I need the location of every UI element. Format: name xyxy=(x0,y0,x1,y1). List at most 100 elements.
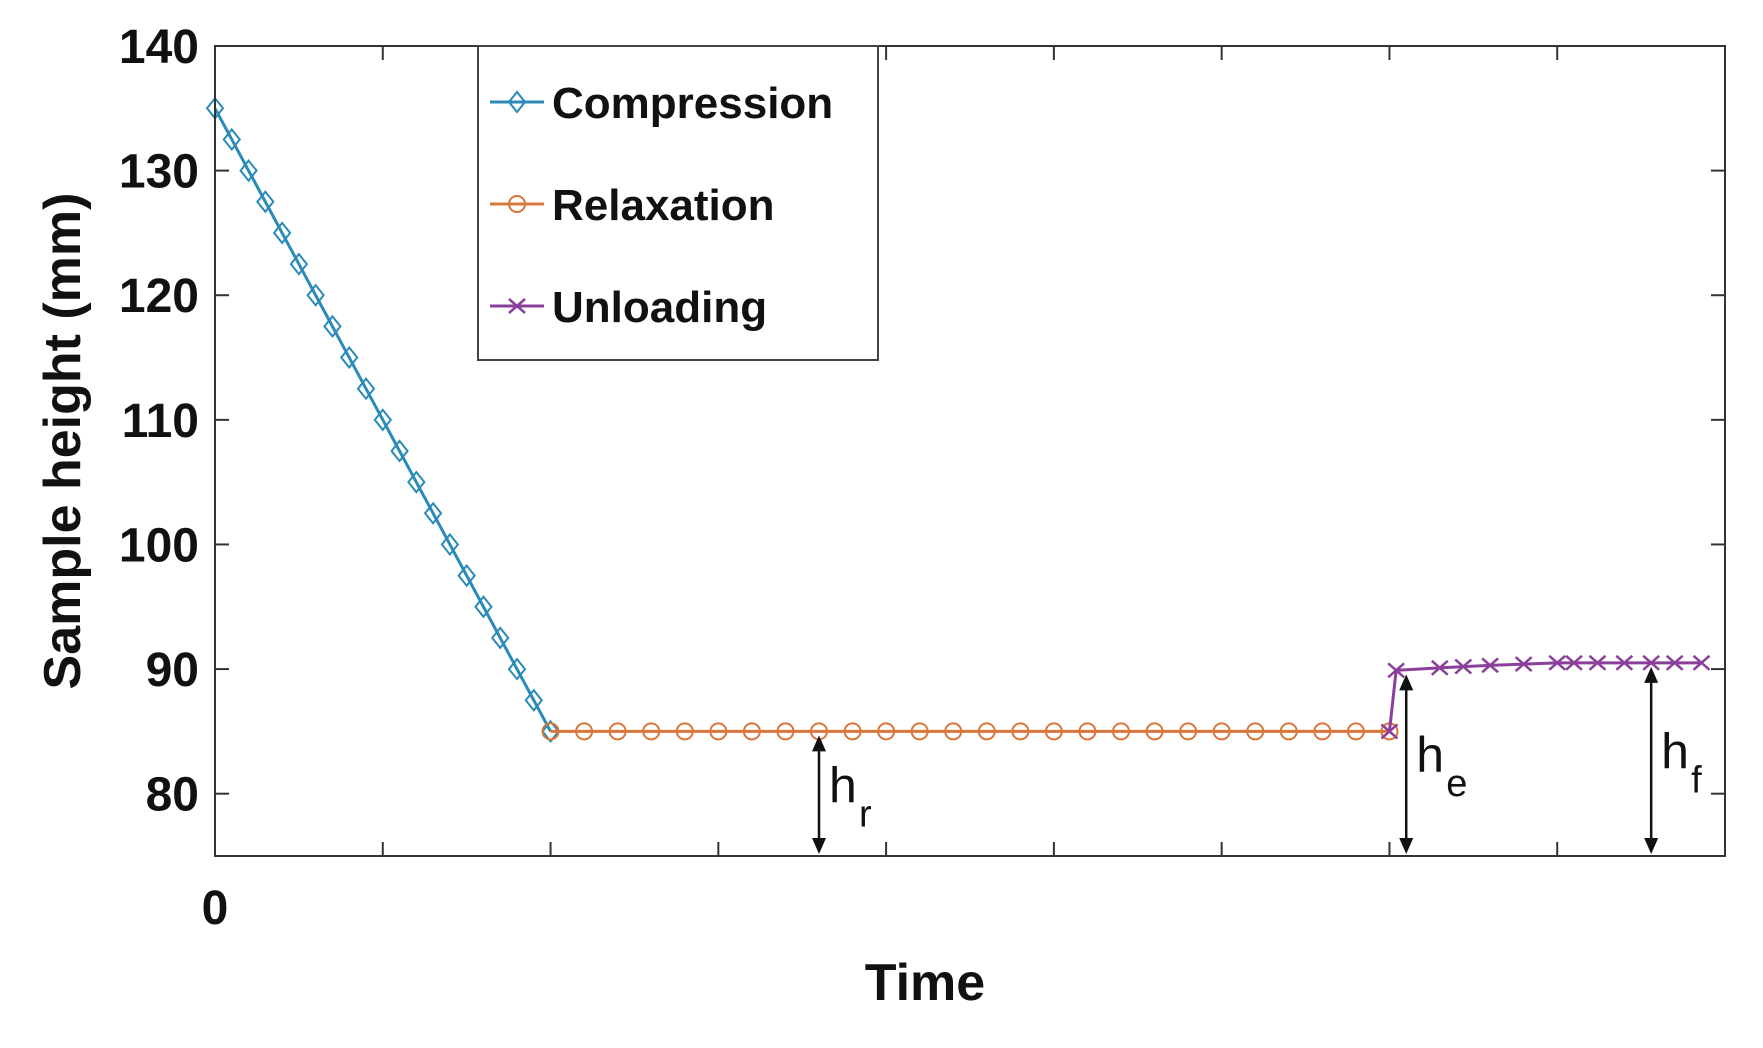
annotation-label: h xyxy=(1416,727,1444,783)
legend: Compression Relaxation Unloading xyxy=(477,45,879,361)
data-point xyxy=(575,722,594,741)
plot-frame xyxy=(214,45,1726,857)
data-point xyxy=(339,345,359,370)
circle-marker xyxy=(877,722,896,741)
series-line xyxy=(213,107,552,733)
diamond-marker xyxy=(390,439,409,463)
legend-entry-relaxation: Relaxation xyxy=(490,181,775,230)
data-point xyxy=(1179,722,1198,741)
data-point xyxy=(272,221,292,245)
diamond-marker xyxy=(507,657,527,681)
data-point xyxy=(457,564,476,588)
diamond-marker xyxy=(407,470,426,494)
diamond-marker xyxy=(256,190,275,214)
circle-marker xyxy=(843,722,862,741)
data-point xyxy=(944,722,963,741)
annotation-subscript: f xyxy=(1691,759,1702,801)
y-tick-label: 90 xyxy=(146,644,199,697)
circle-marker xyxy=(944,722,963,741)
data-point xyxy=(1692,654,1711,671)
y-tick-label: 100 xyxy=(119,519,199,572)
arrow-head-down xyxy=(812,838,826,854)
circle-marker xyxy=(1279,722,1298,741)
data-point xyxy=(440,532,460,557)
data-point xyxy=(289,252,309,276)
data-point xyxy=(1246,722,1265,741)
circle-marker xyxy=(1179,722,1198,741)
circle-marker xyxy=(508,195,526,213)
annotation-hr: hr xyxy=(812,735,872,854)
legend-label: Compression xyxy=(552,79,833,128)
data-point xyxy=(1454,658,1473,675)
data-point xyxy=(1642,654,1661,671)
diamond-marker xyxy=(289,252,309,276)
circle-marker xyxy=(1078,722,1097,741)
diamond-marker xyxy=(323,314,342,338)
data-point xyxy=(1665,654,1684,671)
circle-marker xyxy=(910,722,929,741)
arrow-head-up xyxy=(1644,666,1659,683)
data-point xyxy=(239,159,258,183)
annotation-label: h xyxy=(829,758,857,814)
y-tick-label: 130 xyxy=(119,146,199,199)
data-point xyxy=(1044,722,1063,741)
tick-layer xyxy=(214,45,1726,856)
data-point xyxy=(1212,722,1231,741)
series-unloading xyxy=(1380,654,1711,740)
annotation-subscript: e xyxy=(1446,763,1467,805)
legend-marker xyxy=(507,90,527,114)
annotation-he: he xyxy=(1399,674,1467,854)
annotation-hf: hf xyxy=(1644,666,1702,854)
data-point xyxy=(877,722,896,741)
x-marker-stroke xyxy=(1615,654,1634,671)
diamond-marker xyxy=(339,345,359,370)
legend-entry-compression: Compression xyxy=(490,79,833,128)
data-point xyxy=(474,595,493,619)
diamond-marker xyxy=(373,408,393,432)
circle-marker xyxy=(1145,722,1164,741)
x-marker-stroke xyxy=(1665,654,1684,671)
circle-marker xyxy=(608,722,627,741)
data-point xyxy=(423,501,443,525)
data-point xyxy=(709,722,728,741)
data-point xyxy=(306,283,325,307)
circle-marker xyxy=(709,722,728,741)
circle-marker xyxy=(977,722,996,741)
annotation-subscript: r xyxy=(859,794,872,836)
x-marker-stroke xyxy=(1565,654,1583,671)
diamond-marker xyxy=(423,501,443,525)
data-point xyxy=(356,377,376,401)
annotation-label: h xyxy=(1661,723,1689,779)
series-line xyxy=(1387,661,1702,732)
circle-marker xyxy=(776,722,795,741)
x-marker-stroke xyxy=(1387,662,1405,679)
y-tick-label: 120 xyxy=(119,270,199,323)
data-point xyxy=(1279,722,1298,741)
circle-marker xyxy=(1246,722,1265,741)
y-tick-label: 110 xyxy=(122,395,199,448)
data-point xyxy=(407,470,426,494)
data-point xyxy=(1313,722,1332,741)
circle-marker xyxy=(1313,722,1332,741)
circle-marker xyxy=(541,722,560,741)
x-marker-stroke xyxy=(1548,654,1567,671)
data-point xyxy=(1112,722,1130,741)
diamond-marker xyxy=(356,377,376,401)
data-point xyxy=(1346,722,1365,741)
data-point xyxy=(490,626,510,650)
data-point xyxy=(910,722,929,741)
data-point xyxy=(390,439,409,463)
data-point xyxy=(1380,723,1399,740)
diamond-marker xyxy=(474,595,493,619)
data-point xyxy=(524,688,544,712)
diamond-marker xyxy=(239,159,258,183)
data-point xyxy=(1011,722,1030,741)
circle-marker xyxy=(1346,722,1365,741)
data-point xyxy=(1588,654,1607,671)
data-point xyxy=(1615,654,1634,671)
legend-marker xyxy=(508,298,526,314)
circle-marker xyxy=(1011,722,1030,741)
